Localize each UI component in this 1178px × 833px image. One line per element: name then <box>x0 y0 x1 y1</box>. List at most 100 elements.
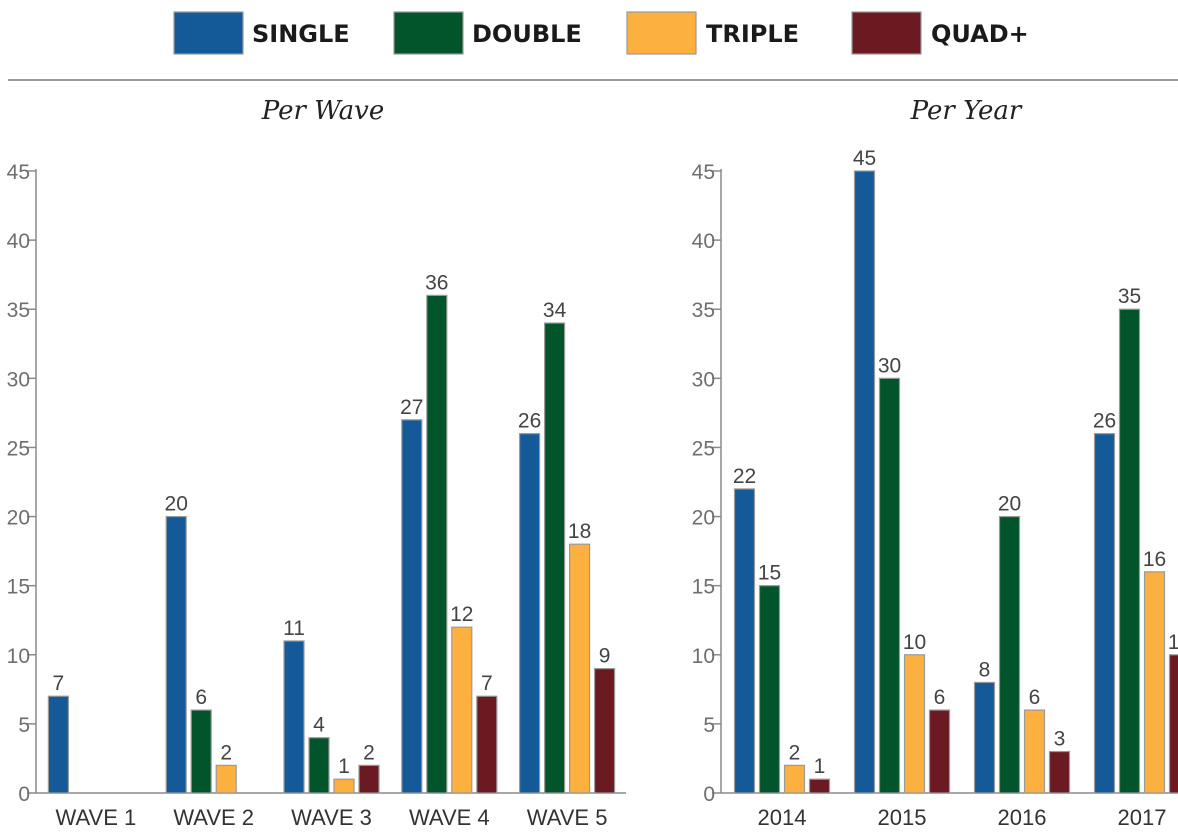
data-label-single-wave-5: 26 <box>518 410 541 433</box>
y-tick-label: 15 <box>692 576 715 599</box>
per-year-chart: 0 5 10 15 20 25 30 35 40 45 2014 22 15 21 2015 45 30 10 6 2… <box>692 147 1178 830</box>
data-label-quad-wave-4: 7 <box>481 672 493 695</box>
bar-double-wave-3 <box>308 737 330 794</box>
data-label-double-2017: 35 <box>1118 285 1141 308</box>
bar-triple-2014 <box>783 764 806 794</box>
bar-triple-wave-3 <box>333 778 355 794</box>
y-tick-label: 40 <box>692 230 715 253</box>
y-tick-label: 20 <box>692 507 715 530</box>
data-label-single-2017: 26 <box>1093 410 1116 433</box>
y-tick-label: 25 <box>692 437 715 460</box>
bar-quad-2017 <box>1168 654 1178 794</box>
legend-label-double: DOUBLE <box>472 20 582 48</box>
panel-title-per-year: Per Year <box>910 96 1023 126</box>
y-tick-label: 30 <box>7 368 30 391</box>
bar-double-wave-5 <box>543 322 566 794</box>
data-label-quad-2014: 1 <box>814 755 826 778</box>
bar-single-wave-4 <box>401 419 423 794</box>
legend-swatch-triple <box>626 11 697 55</box>
legend: SINGLE DOUBLE TRIPLE QUAD+ <box>173 11 1029 55</box>
data-label-double-wave-2: 6 <box>195 686 207 709</box>
bar-double-2015 <box>878 377 901 794</box>
y-tick-label: 25 <box>7 437 30 460</box>
data-label-triple-2016: 6 <box>1029 686 1041 709</box>
y-tick-label: 10 <box>7 645 30 668</box>
y-tick-label: 0 <box>703 783 715 806</box>
data-label-single-2015: 45 <box>853 147 876 170</box>
data-label-quad-2016: 3 <box>1054 728 1066 751</box>
bar-triple-wave-5 <box>568 543 591 794</box>
data-label-triple-wave-4: 12 <box>450 603 473 626</box>
data-label-double-2014: 15 <box>758 562 781 585</box>
bar-double-wave-4 <box>426 294 448 794</box>
bar-quad-2014 <box>808 778 831 794</box>
data-label-quad-2015: 6 <box>934 686 946 709</box>
data-label-triple-wave-3: 1 <box>338 755 350 778</box>
legend-swatch-single <box>173 11 244 55</box>
bar-single-wave-1 <box>47 695 70 794</box>
legend-label-quad: QUAD+ <box>931 20 1029 48</box>
bar-quad-wave-4 <box>476 695 498 794</box>
data-label-triple-2014: 2 <box>789 741 801 764</box>
data-label-single-wave-1: 7 <box>53 672 65 695</box>
data-label-double-2016: 20 <box>998 493 1021 516</box>
data-label-triple-wave-5: 18 <box>568 520 591 543</box>
y-tick-label: 5 <box>703 714 715 737</box>
bar-single-wave-5 <box>518 433 541 794</box>
legend-label-triple: TRIPLE <box>706 20 799 48</box>
bar-triple-2016 <box>1023 709 1046 794</box>
panel-title-per-wave: Per Wave <box>261 96 384 126</box>
bar-single-wave-2 <box>165 515 187 794</box>
data-label-single-wave-2: 20 <box>165 493 188 516</box>
bar-double-2016 <box>998 515 1021 794</box>
bar-triple-2017 <box>1143 571 1166 794</box>
bar-double-2014 <box>758 585 781 794</box>
bar-single-wave-3 <box>283 640 305 794</box>
data-label-quad-wave-5: 9 <box>599 645 611 668</box>
data-label-quad-wave-3: 2 <box>363 741 375 764</box>
bar-single-2014 <box>733 488 756 794</box>
legend-swatch-quad <box>851 11 922 55</box>
legend-swatch-double <box>393 11 464 55</box>
y-tick-label: 45 <box>7 161 30 184</box>
bar-quad-2016 <box>1048 750 1071 794</box>
data-label-double-wave-4: 36 <box>425 271 448 294</box>
data-label-triple-wave-2: 2 <box>220 741 232 764</box>
x-tick-label-wave-3: WAVE 3 <box>291 805 372 830</box>
y-tick-label: 35 <box>692 299 715 322</box>
x-tick-label-wave-2: WAVE 2 <box>173 805 254 830</box>
x-tick-label-2014: 2014 <box>758 805 807 830</box>
y-tick-label: 35 <box>7 299 30 322</box>
bar-double-wave-2 <box>190 709 212 794</box>
y-tick-label: 0 <box>18 783 30 806</box>
data-label-double-wave-5: 34 <box>543 299 567 322</box>
data-label-single-wave-3: 11 <box>283 617 305 640</box>
legend-label-single: SINGLE <box>252 20 350 48</box>
x-tick-label-wave-1: WAVE 1 <box>56 805 137 830</box>
bar-single-2017 <box>1093 433 1116 794</box>
x-tick-label-2015: 2015 <box>878 805 927 830</box>
y-tick-label: 10 <box>692 645 715 668</box>
data-label-single-2016: 8 <box>979 658 991 681</box>
y-tick-label: 5 <box>18 714 30 737</box>
per-wave-chart: 0 5 10 15 20 25 30 35 40 45 WAVE 1 7 WAVE 2 20 6 2 WAVE … <box>7 161 626 830</box>
data-label-triple-2017: 16 <box>1143 548 1166 571</box>
bar-quad-2015 <box>928 709 951 794</box>
bar-single-2015 <box>853 170 876 794</box>
y-tick-label: 30 <box>692 368 715 391</box>
y-tick-label: 20 <box>7 507 30 530</box>
data-label-single-wave-4: 27 <box>400 396 423 419</box>
bar-triple-wave-2 <box>215 764 237 794</box>
bar-single-2016 <box>973 681 996 794</box>
x-tick-label-wave-5: WAVE 5 <box>527 805 608 830</box>
bar-triple-wave-4 <box>451 626 473 794</box>
data-label-single-2014: 22 <box>733 465 756 488</box>
data-label-triple-2015: 10 <box>903 631 926 654</box>
y-tick-label: 40 <box>7 230 30 253</box>
data-label-quad-2017: 10 <box>1168 631 1178 654</box>
bar-triple-2015 <box>903 654 926 794</box>
x-tick-label-2017: 2017 <box>1118 805 1167 830</box>
data-label-double-2015: 30 <box>878 354 901 377</box>
bar-quad-wave-5 <box>593 667 616 794</box>
